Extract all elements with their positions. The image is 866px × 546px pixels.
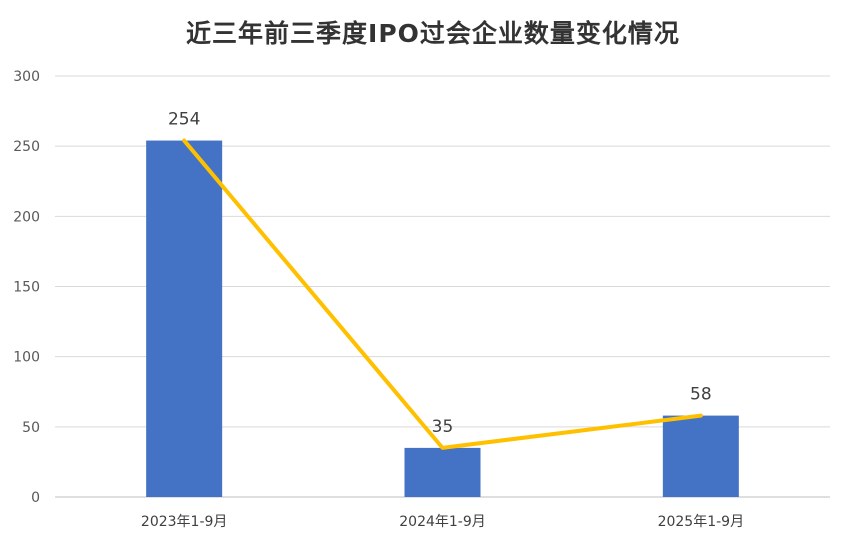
data-label: 58 [690,385,712,405]
y-tick-label: 50 [22,420,40,436]
y-tick-label: 200 [13,209,40,225]
bar [404,447,481,497]
chart-title: 近三年前三季度IPO过会企业数量变化情况 [186,19,680,48]
y-tick-label: 300 [13,69,40,85]
y-tick-label: 100 [13,350,40,366]
data-label: 35 [432,417,454,437]
x-tick-label: 2023年1-9月 [141,514,228,530]
y-tick-label: 250 [13,139,40,155]
y-tick-label: 150 [13,280,40,296]
y-tick-label: 0 [31,490,40,506]
x-tick-label: 2024年1-9月 [399,514,486,530]
x-tick-label: 2025年1-9月 [658,514,745,530]
data-label: 254 [168,110,200,130]
bar [146,140,223,497]
bar [662,415,739,497]
trend-line [182,138,703,450]
